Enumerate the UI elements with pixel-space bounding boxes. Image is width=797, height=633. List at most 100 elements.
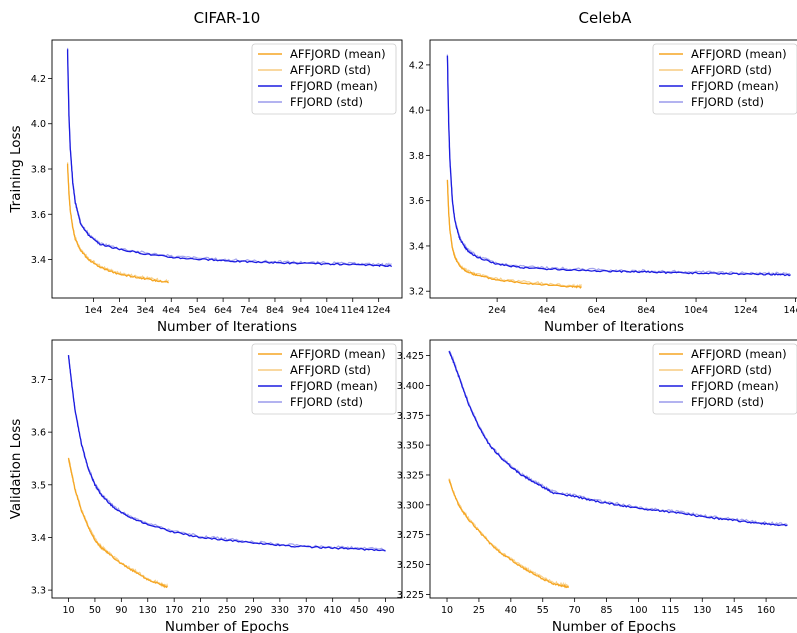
y-tick-label: 3.6 bbox=[31, 210, 46, 221]
x-tick-label: 100 bbox=[629, 605, 647, 616]
y-tick-label: 3.400 bbox=[397, 381, 424, 392]
x-tick-label: 4e4 bbox=[538, 305, 556, 316]
y-tick-label: 3.3 bbox=[31, 586, 46, 597]
legend-entry: FFJORD (mean) bbox=[691, 79, 779, 93]
legend-entry: AFFJORD (std) bbox=[691, 363, 772, 377]
legend: AFFJORD (mean) AFFJORD (std) FFJORD (mean)… bbox=[251, 343, 397, 415]
x-tick-label: 290 bbox=[244, 605, 262, 616]
legend-entry: FFJORD (mean) bbox=[290, 79, 378, 93]
x-tick-label: 10 bbox=[62, 605, 74, 616]
y-tick-label: 4.0 bbox=[31, 119, 46, 130]
y-tick-label: 3.300 bbox=[397, 500, 424, 511]
legend: AFFJORD (mean) AFFJORD (std) FFJORD (mean)… bbox=[652, 343, 797, 415]
x-tick-label: 250 bbox=[218, 605, 236, 616]
legend-entry: FFJORD (mean) bbox=[290, 379, 378, 393]
x-tick-label: 7e4 bbox=[240, 305, 258, 316]
x-tick-label: 10e4 bbox=[315, 305, 339, 316]
legend: AFFJORD (mean) AFFJORD (std) FFJORD (mean)… bbox=[251, 43, 397, 115]
legend-entry: AFFJORD (mean) bbox=[691, 347, 787, 361]
y-tick-label: 3.7 bbox=[31, 375, 46, 386]
y-tick-label: 4.2 bbox=[409, 60, 424, 71]
legend-entry: FFJORD (mean) bbox=[691, 379, 779, 393]
x-tick-label: 490 bbox=[376, 605, 394, 616]
y-tick-label: 3.6 bbox=[409, 196, 424, 207]
x-tick-label: 90 bbox=[115, 605, 127, 616]
series-line-ffjord-mean bbox=[446, 55, 791, 277]
y-tick-label: 3.8 bbox=[409, 151, 424, 162]
x-tick-label: 55 bbox=[537, 605, 549, 616]
x-tick-label: 12e4 bbox=[734, 305, 758, 316]
legend-entry: FFJORD (std) bbox=[290, 395, 363, 409]
y-axis-label: Validation Loss bbox=[8, 419, 24, 520]
y-tick-label: 4.0 bbox=[409, 106, 424, 117]
x-tick-label: 2e4 bbox=[488, 305, 506, 316]
legend-entry: AFFJORD (std) bbox=[290, 63, 371, 77]
y-tick-label: 3.4 bbox=[409, 241, 424, 252]
chart-panel-validation-cifar10: 10 50 90 130 170 210 250 290 330 370 410 450 490 3.3 3… bbox=[8, 339, 403, 633]
x-tick-label: 130 bbox=[693, 605, 711, 616]
y-tick-label: 3.225 bbox=[397, 590, 424, 601]
x-tick-label: 170 bbox=[165, 605, 183, 616]
x-axis-label: Number of Epochs bbox=[552, 619, 676, 633]
x-tick-label: 85 bbox=[601, 605, 613, 616]
column-title-celeba: CelebA bbox=[579, 9, 633, 27]
x-tick-label: 50 bbox=[89, 605, 101, 616]
legend-entry: AFFJORD (mean) bbox=[691, 47, 787, 61]
series-line-ffjord-mean bbox=[66, 49, 393, 268]
series-line-affjord-mean bbox=[446, 179, 582, 289]
x-tick-label: 70 bbox=[569, 605, 581, 616]
x-tick-label: 10e4 bbox=[684, 305, 708, 316]
x-tick-label: 10 bbox=[441, 605, 453, 616]
y-tick-label: 3.350 bbox=[397, 441, 424, 452]
x-tick-label: 8e4 bbox=[637, 305, 655, 316]
series-line-affjord-std bbox=[67, 457, 169, 588]
legend-entry: FFJORD (std) bbox=[290, 95, 363, 109]
x-tick-label: 14e4 bbox=[784, 305, 797, 316]
x-tick-label: 4e4 bbox=[162, 305, 180, 316]
x-tick-label: 210 bbox=[192, 605, 210, 616]
y-tick-label: 3.6 bbox=[31, 428, 46, 439]
chart-panel-training-cifar10: 1e4 2e4 3e4 4e4 5e4 6e4 7e4 8e4 9e4 10e4 11e4 12e4 3… bbox=[8, 39, 403, 335]
y-tick-label: 4.2 bbox=[31, 74, 46, 85]
x-tick-label: 5e4 bbox=[188, 305, 206, 316]
x-tick-label: 2e4 bbox=[110, 305, 128, 316]
chart-panel-validation-celeba: 10 25 40 55 70 85 100 115 130 145 160 3.225 3.250 3.2… bbox=[397, 339, 797, 633]
x-tick-label: 9e4 bbox=[292, 305, 310, 316]
legend-entry: FFJORD (std) bbox=[691, 395, 764, 409]
x-tick-label: 410 bbox=[324, 605, 342, 616]
axes-frame bbox=[429, 339, 797, 599]
series-line-affjord-mean bbox=[66, 163, 169, 284]
y-tick-label: 3.325 bbox=[397, 470, 424, 481]
series-line-affjord-std bbox=[66, 162, 170, 283]
x-tick-label: 145 bbox=[725, 605, 743, 616]
x-tick-label: 115 bbox=[661, 605, 679, 616]
series-line-affjord-std bbox=[446, 180, 583, 288]
y-tick-label: 3.8 bbox=[31, 165, 46, 176]
y-tick-label: 3.425 bbox=[397, 351, 424, 362]
x-axis-label: Number of Iterations bbox=[157, 319, 297, 335]
x-tick-label: 11e4 bbox=[341, 305, 365, 316]
legend-box bbox=[652, 43, 797, 115]
legend-entry: AFFJORD (std) bbox=[290, 363, 371, 377]
legend-entry: FFJORD (std) bbox=[691, 95, 764, 109]
chart-panel-training-celeba: 2e4 4e4 6e4 8e4 10e4 12e4 14e4 3.2 3.4 3.6 3.8 4.0 4… bbox=[409, 39, 797, 335]
x-tick-label: 130 bbox=[139, 605, 157, 616]
series-line-affjord-std bbox=[448, 478, 569, 588]
legend-box bbox=[251, 343, 397, 415]
x-tick-label: 40 bbox=[505, 605, 517, 616]
y-tick-label: 3.4 bbox=[31, 255, 46, 266]
series-line-affjord-mean bbox=[67, 457, 168, 589]
legend-entry: AFFJORD (std) bbox=[691, 63, 772, 77]
x-tick-label: 160 bbox=[757, 605, 775, 616]
x-tick-label: 12e4 bbox=[367, 305, 391, 316]
y-tick-label: 3.275 bbox=[397, 530, 424, 541]
series-line-affjord-mean bbox=[448, 479, 569, 589]
y-tick-label: 3.2 bbox=[409, 287, 424, 298]
x-axis-label: Number of Iterations bbox=[544, 319, 684, 335]
y-axis-label: Training Loss bbox=[8, 125, 24, 213]
legend: AFFJORD (mean) AFFJORD (std) FFJORD (mean)… bbox=[652, 43, 797, 115]
x-tick-label: 6e4 bbox=[214, 305, 232, 316]
y-tick-label: 3.4 bbox=[31, 533, 46, 544]
series-line-ffjord-std bbox=[448, 349, 788, 526]
